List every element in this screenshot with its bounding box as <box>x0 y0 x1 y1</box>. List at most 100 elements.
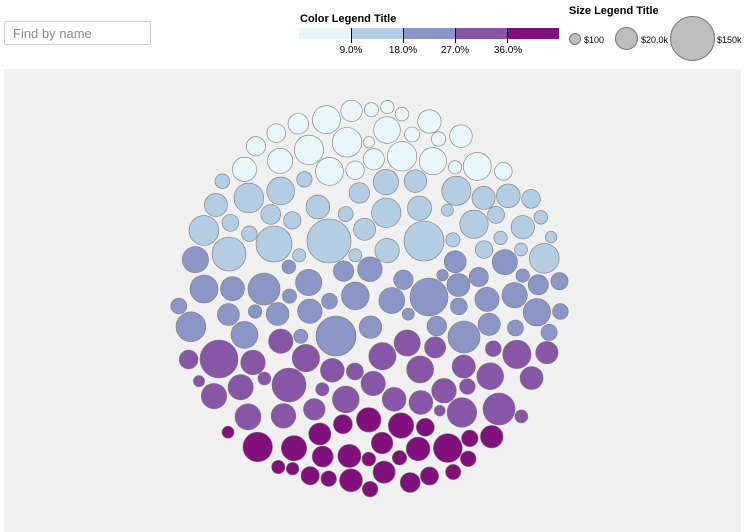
bubble[interactable] <box>393 329 421 357</box>
bubble[interactable] <box>255 225 293 263</box>
bubble[interactable] <box>528 243 560 274</box>
bubble[interactable] <box>332 385 360 414</box>
bubble[interactable] <box>271 459 286 474</box>
bubble[interactable] <box>175 311 207 342</box>
bubble[interactable] <box>181 246 209 274</box>
bubble[interactable] <box>372 460 396 484</box>
bubble[interactable] <box>424 336 447 359</box>
bubble[interactable] <box>170 297 188 315</box>
bubble[interactable] <box>493 230 508 245</box>
bubble[interactable] <box>188 215 220 246</box>
bubble[interactable] <box>303 398 326 421</box>
bubble[interactable] <box>295 269 323 296</box>
bubble[interactable] <box>552 303 569 320</box>
bubble[interactable] <box>265 302 290 326</box>
bubble[interactable] <box>436 269 449 282</box>
bubble[interactable] <box>522 298 551 327</box>
bubble[interactable] <box>374 238 400 264</box>
bubble[interactable] <box>445 232 461 248</box>
bubble[interactable] <box>362 136 375 149</box>
bubble[interactable] <box>451 354 476 379</box>
bubble[interactable] <box>266 123 286 143</box>
bubble[interactable] <box>387 412 414 439</box>
bubble[interactable] <box>362 481 379 498</box>
bubble[interactable] <box>293 328 309 344</box>
bubble[interactable] <box>404 126 420 143</box>
bubble[interactable] <box>477 312 501 336</box>
bubble[interactable] <box>514 409 529 424</box>
bubble[interactable] <box>260 204 281 225</box>
bubble[interactable] <box>248 304 263 319</box>
bubble[interactable] <box>510 215 535 240</box>
bubble[interactable] <box>300 466 320 486</box>
bubble[interactable] <box>403 169 428 193</box>
search-input[interactable] <box>4 21 151 45</box>
bubble[interactable] <box>221 425 235 439</box>
bubble[interactable] <box>320 470 337 487</box>
bubble[interactable] <box>399 472 421 493</box>
bubble[interactable] <box>501 282 528 309</box>
bubble[interactable] <box>371 197 402 228</box>
bubble[interactable] <box>247 272 281 306</box>
bubble[interactable] <box>280 435 307 462</box>
bubble[interactable] <box>544 231 558 244</box>
bubble[interactable] <box>533 210 548 225</box>
bubble[interactable] <box>441 175 472 206</box>
bubble[interactable] <box>407 195 432 221</box>
bubble[interactable] <box>233 182 265 214</box>
bubble[interactable] <box>462 152 492 181</box>
bubble[interactable] <box>348 248 363 263</box>
bubble[interactable] <box>420 466 439 486</box>
bubble[interactable] <box>449 124 473 148</box>
bubble[interactable] <box>341 281 370 310</box>
bubble[interactable] <box>446 273 471 297</box>
bubble[interactable] <box>415 417 435 437</box>
bubble[interactable] <box>211 236 247 272</box>
bubble[interactable] <box>519 366 544 390</box>
bubble[interactable] <box>360 370 386 396</box>
bubble[interactable] <box>331 127 363 158</box>
bubble[interactable] <box>447 320 481 354</box>
bubble[interactable] <box>408 390 434 415</box>
bubble[interactable] <box>358 315 383 339</box>
bubble[interactable] <box>293 134 324 165</box>
bubble[interactable] <box>434 405 446 417</box>
bubble[interactable] <box>348 182 370 204</box>
bubble[interactable] <box>315 157 344 186</box>
bubble[interactable] <box>308 422 332 446</box>
bubble[interactable] <box>267 148 294 174</box>
bubble[interactable] <box>431 131 447 147</box>
bubble[interactable] <box>406 355 434 384</box>
bubble[interactable] <box>337 443 362 468</box>
bubble[interactable] <box>306 218 352 264</box>
bubble[interactable] <box>287 113 309 135</box>
bubble[interactable] <box>240 349 266 376</box>
bubble[interactable] <box>445 464 462 480</box>
bubble[interactable] <box>353 218 376 241</box>
bubble[interactable] <box>201 383 228 410</box>
bubble[interactable] <box>199 339 239 379</box>
bubble[interactable] <box>373 116 401 144</box>
bubble[interactable] <box>296 171 313 188</box>
bubble[interactable] <box>333 260 355 282</box>
bubble[interactable] <box>401 307 415 321</box>
bubble[interactable] <box>502 339 532 369</box>
bubble[interactable] <box>507 319 524 337</box>
bubble[interactable] <box>297 298 323 324</box>
bubble[interactable] <box>474 286 500 312</box>
bubble[interactable] <box>291 344 320 373</box>
bubble[interactable] <box>459 378 476 395</box>
bubble[interactable] <box>312 105 341 135</box>
bubble[interactable] <box>227 374 254 401</box>
bubble[interactable] <box>521 189 541 209</box>
bubble[interactable] <box>292 248 307 263</box>
bubble[interactable] <box>362 148 385 171</box>
bubble[interactable] <box>540 323 558 341</box>
bubble[interactable] <box>315 315 357 357</box>
bubble[interactable] <box>337 206 354 222</box>
bubble[interactable] <box>448 160 462 175</box>
bubble[interactable] <box>494 162 513 181</box>
bubble[interactable] <box>487 206 505 224</box>
bubble[interactable] <box>450 297 468 316</box>
bubble[interactable] <box>217 303 240 326</box>
